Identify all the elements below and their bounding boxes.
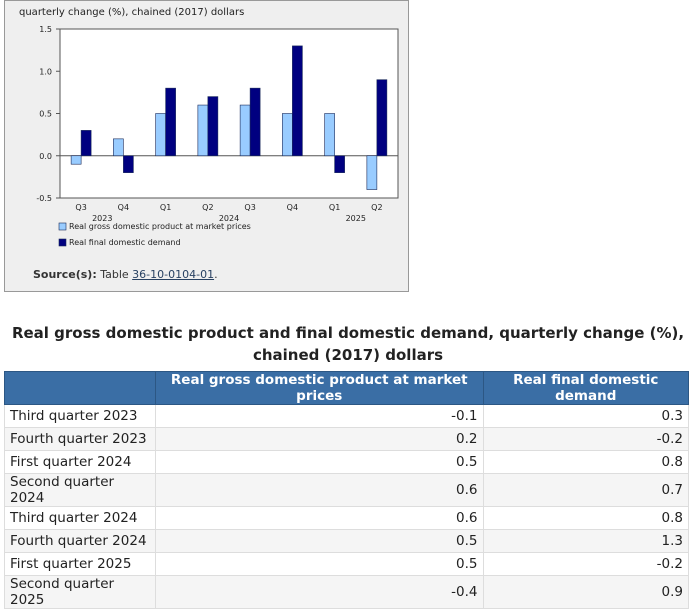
table-row: Fourth quarter 2024 0.5 1.3 (4, 529, 689, 553)
cell-fdd: 0.9 (482, 575, 689, 609)
cell-fdd: 0.3 (482, 404, 689, 428)
bar-chart: quarterly change (%), chained (2017) dol… (19, 7, 399, 247)
table-row: Second quarter 2025 -0.4 0.9 (4, 575, 689, 609)
bar (324, 113, 335, 157)
y-tick-label: 0.0 (39, 152, 52, 161)
cell-fdd: -0.2 (482, 552, 689, 576)
bar (366, 155, 378, 190)
legend-label: Real gross domestic product at market pr… (69, 222, 251, 231)
legend-swatch (58, 238, 67, 247)
plot-area (59, 28, 399, 199)
x-tick-label: Q2 (202, 203, 213, 212)
row-label: Fourth quarter 2023 (4, 427, 156, 451)
data-table: Real gross domestic product at market pr… (4, 371, 689, 609)
cell-gdp: 0.6 (155, 473, 484, 507)
bar (249, 87, 261, 157)
x-tick-label: Q1 (160, 203, 171, 212)
cell-gdp: 0.5 (155, 450, 484, 474)
bar (292, 45, 303, 157)
cell-gdp: 0.6 (155, 506, 484, 530)
table-row: Third quarter 2023 -0.1 0.3 (4, 404, 689, 428)
bar (70, 155, 82, 165)
table-row: Third quarter 2024 0.6 0.8 (4, 506, 689, 530)
table-row: First quarter 2025 0.5 -0.2 (4, 552, 689, 576)
table-row: Second quarter 2024 0.6 0.7 (4, 473, 689, 507)
source-table-link[interactable]: 36-10-0104-01 (132, 268, 215, 281)
cell-fdd: 0.7 (482, 473, 689, 507)
x-tick-label: Q3 (75, 203, 86, 212)
bar (155, 113, 166, 157)
row-label: First quarter 2024 (4, 450, 156, 474)
row-label: Third quarter 2024 (4, 506, 156, 530)
y-tick-label: 1.5 (39, 25, 52, 34)
x-group-label: 2023 (92, 214, 112, 223)
cell-fdd: 1.3 (482, 529, 689, 553)
cell-fdd: 0.8 (482, 450, 689, 474)
bar (282, 113, 293, 157)
row-label: First quarter 2025 (4, 552, 156, 576)
cell-gdp: -0.1 (155, 404, 484, 428)
row-label: Fourth quarter 2024 (4, 529, 156, 553)
bar (334, 155, 345, 173)
source-text: Table (100, 268, 129, 281)
bar (123, 155, 134, 173)
header-fdd: Real final domestic demand (482, 371, 689, 405)
bar (197, 104, 209, 157)
y-tick-label: 0.5 (39, 110, 52, 119)
x-tick-label: Q1 (329, 203, 340, 212)
y-axis-title: quarterly change (%), chained (2017) dol… (19, 7, 244, 18)
x-tick-label: Q2 (371, 203, 382, 212)
table-row: Fourth quarter 2023 0.2 -0.2 (4, 427, 689, 451)
bar (207, 96, 219, 157)
legend-swatch (58, 222, 67, 231)
cell-gdp: -0.4 (155, 575, 484, 609)
cell-gdp: 0.2 (155, 427, 484, 451)
bar (80, 130, 92, 157)
bar (165, 87, 176, 157)
table-row: First quarter 2024 0.5 0.8 (4, 450, 689, 474)
bar (376, 79, 388, 157)
row-label: Second quarter 2025 (4, 575, 156, 609)
table-header-row: Real gross domestic product at market pr… (4, 371, 689, 405)
chart-panel: quarterly change (%), chained (2017) dol… (4, 0, 409, 292)
x-group-label: 2024 (219, 214, 239, 223)
x-tick-label: Q3 (244, 203, 255, 212)
table-title: Real gross domestic product and final do… (11, 324, 685, 364)
cell-gdp: 0.5 (155, 552, 484, 576)
source-suffix: . (214, 268, 218, 281)
legend-label: Real final domestic demand (69, 238, 181, 247)
cell-fdd: 0.8 (482, 506, 689, 530)
header-gdp: Real gross domestic product at market pr… (155, 371, 484, 405)
y-tick-label: -0.5 (36, 194, 52, 203)
x-tick-label: Q4 (287, 203, 298, 212)
source-note: Source(s): Table 36-10-0104-01. (33, 268, 218, 281)
row-label: Third quarter 2023 (4, 404, 156, 428)
header-category (4, 371, 156, 405)
x-tick-label: Q4 (118, 203, 129, 212)
cell-gdp: 0.5 (155, 529, 484, 553)
row-label: Second quarter 2024 (4, 473, 156, 507)
bar (113, 138, 124, 157)
bar (239, 104, 251, 157)
source-label: Source(s): (33, 268, 97, 281)
x-group-label: 2025 (346, 214, 366, 223)
cell-fdd: -0.2 (482, 427, 689, 451)
y-tick-label: 1.0 (39, 67, 52, 76)
